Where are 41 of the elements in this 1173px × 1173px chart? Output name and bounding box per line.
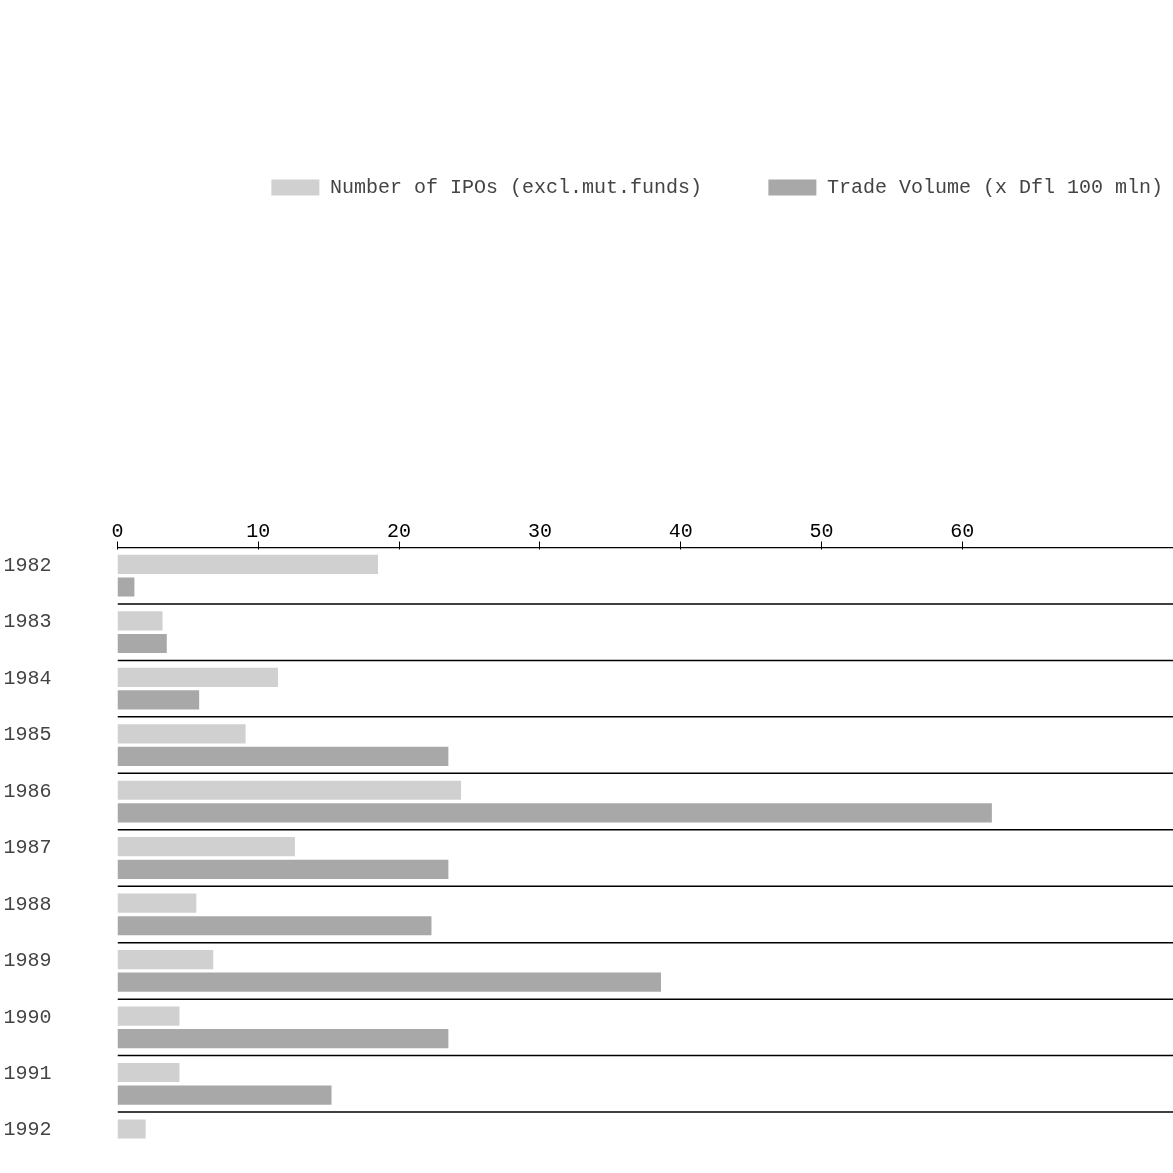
bar <box>117 611 163 631</box>
bar <box>117 950 214 970</box>
y-tick-label: 1982 <box>3 553 52 577</box>
bar <box>117 916 432 936</box>
y-tick-label: 1984 <box>3 666 52 690</box>
x-tick-label: 20 <box>387 519 412 543</box>
y-tick-label: 1986 <box>3 779 52 803</box>
x-tick-label: 40 <box>668 519 693 543</box>
x-tick-label: 60 <box>950 519 975 543</box>
bar <box>117 780 462 800</box>
bar <box>117 837 295 857</box>
bar <box>117 746 449 766</box>
legend-label: Number of IPOs (excl.mut.funds) <box>329 175 702 199</box>
x-tick-label: 0 <box>111 519 124 543</box>
y-tick-label: 1991 <box>3 1062 52 1086</box>
bar <box>117 972 661 992</box>
bar <box>117 633 167 654</box>
legend-label: Trade Volume (x Dfl 100 mln) <box>826 175 1163 199</box>
bar <box>117 577 135 597</box>
y-tick-label: 1992 <box>3 1118 52 1142</box>
bar <box>117 724 246 744</box>
bar <box>117 803 992 823</box>
bar <box>117 1029 449 1049</box>
y-tick-label: 1987 <box>3 836 52 860</box>
y-tick-label: 1989 <box>3 949 52 973</box>
x-tick-label: 30 <box>527 519 552 543</box>
y-tick-label: 1983 <box>3 610 52 634</box>
bar <box>117 667 279 687</box>
bar <box>117 893 197 913</box>
bar <box>117 1006 180 1026</box>
bar <box>117 1085 332 1105</box>
bar <box>117 1062 180 1083</box>
bar <box>117 554 378 575</box>
bar <box>117 690 200 710</box>
y-tick-label: 1990 <box>3 1005 52 1029</box>
y-tick-label: 1988 <box>3 892 52 916</box>
bar <box>117 859 449 879</box>
x-tick-label: 50 <box>809 519 834 543</box>
bar <box>117 1119 146 1139</box>
x-tick-label: 10 <box>246 519 271 543</box>
y-tick-label: 1985 <box>3 723 52 747</box>
